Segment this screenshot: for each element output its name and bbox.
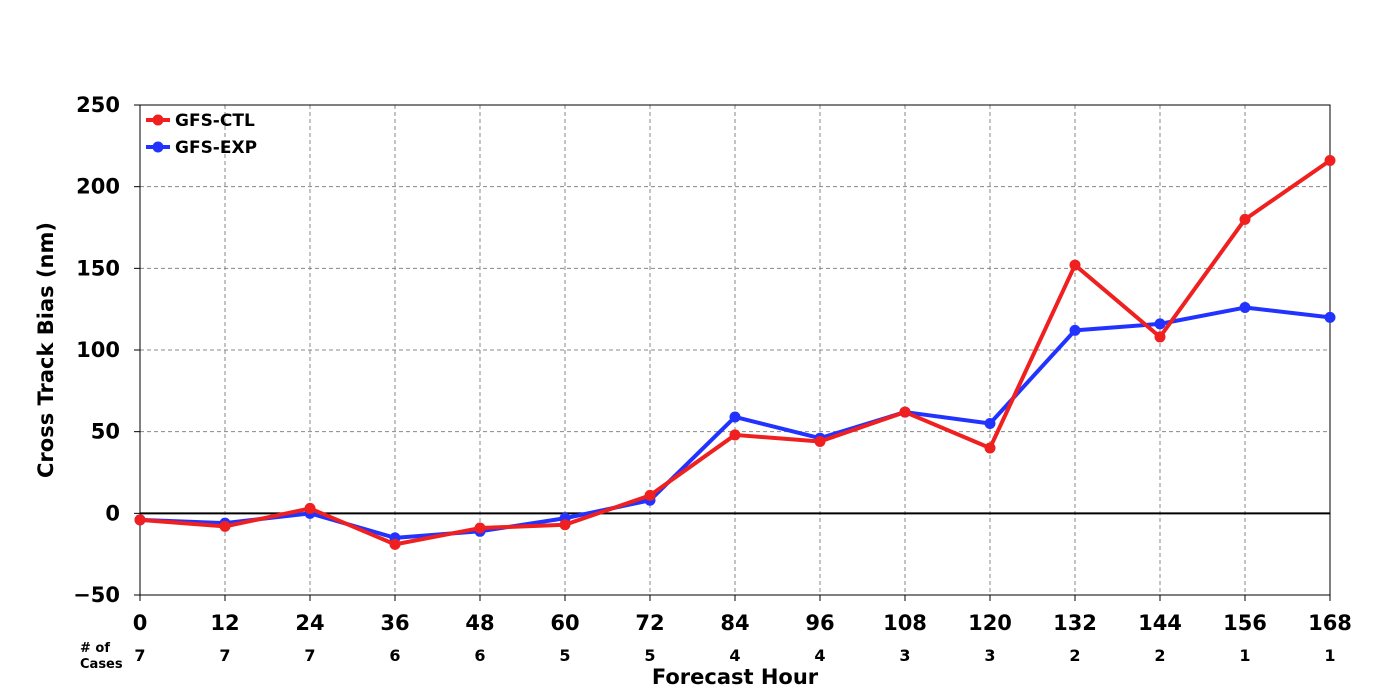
point-gfs-ctl-0 xyxy=(134,514,146,526)
point-gfs-ctl-48 xyxy=(474,522,486,534)
point-gfs-ctl-84 xyxy=(729,429,741,441)
point-gfs-exp-84 xyxy=(729,411,741,423)
y-axis-ticks: −50 0 50 100 150 200 250 xyxy=(73,93,140,607)
y-tick-label-2: 50 xyxy=(91,420,120,444)
cases-count-4: 6 xyxy=(474,646,485,665)
point-gfs-exp-156 xyxy=(1239,302,1251,314)
cases-count-10: 3 xyxy=(984,646,995,665)
legend-label-gfs-exp: GFS-EXP xyxy=(175,138,257,158)
cases-count-0: 7 xyxy=(134,646,145,665)
x-tick-label-6: 72 xyxy=(635,611,664,635)
legend-marker-gfs-exp xyxy=(152,141,164,153)
cases-count-11: 2 xyxy=(1069,646,1080,665)
cases-count-8: 4 xyxy=(814,646,825,665)
cases-count-14: 1 xyxy=(1324,646,1335,665)
point-gfs-ctl-108 xyxy=(899,406,911,418)
x-tick-label-5: 60 xyxy=(550,611,579,635)
x-tick-label-12: 144 xyxy=(1138,611,1182,635)
point-gfs-ctl-36 xyxy=(389,538,401,550)
y-tick-label-3: 100 xyxy=(76,338,120,362)
cases-count-13: 1 xyxy=(1239,646,1250,665)
x-axis-ticks: 0 12 24 36 48 60 72 84 96 108 120 132 144 156 168 xyxy=(133,595,1352,635)
point-gfs-ctl-168 xyxy=(1324,155,1336,167)
point-gfs-ctl-120 xyxy=(984,442,996,454)
cases-row: 7 7 7 6 6 5 5 4 4 3 3 2 2 1 1 xyxy=(134,646,1335,665)
x-tick-label-0: 0 xyxy=(133,611,148,635)
point-gfs-ctl-144 xyxy=(1154,331,1166,343)
point-gfs-ctl-72 xyxy=(644,489,656,501)
y-tick-label-0: −50 xyxy=(73,583,120,607)
x-tick-label-14: 168 xyxy=(1308,611,1352,635)
legend: GFS-CTL GFS-EXP xyxy=(146,111,257,158)
point-gfs-ctl-24 xyxy=(304,502,316,514)
x-tick-label-8: 96 xyxy=(805,611,834,635)
cases-title-line1: # of xyxy=(80,641,110,656)
cases-count-9: 3 xyxy=(899,646,910,665)
point-gfs-exp-144 xyxy=(1154,318,1166,330)
grid-layer xyxy=(140,105,1330,595)
y-axis-title: Cross Track Bias (nm) xyxy=(34,222,58,478)
cases-count-12: 2 xyxy=(1154,646,1165,665)
cases-count-3: 6 xyxy=(389,646,400,665)
x-tick-label-11: 132 xyxy=(1053,611,1097,635)
cases-count-5: 5 xyxy=(559,646,570,665)
series-layer xyxy=(134,155,1336,550)
x-tick-label-10: 120 xyxy=(968,611,1012,635)
cases-count-7: 4 xyxy=(729,646,740,665)
legend-label-gfs-ctl: GFS-CTL xyxy=(175,111,255,131)
y-tick-label-4: 150 xyxy=(76,256,120,280)
cases-count-6: 5 xyxy=(644,646,655,665)
x-tick-label-13: 156 xyxy=(1223,611,1267,635)
x-axis-title: Forecast Hour xyxy=(652,665,819,689)
point-gfs-exp-132 xyxy=(1069,324,1081,336)
cases-title-line2: Cases xyxy=(80,657,123,672)
point-gfs-ctl-60 xyxy=(559,519,571,531)
cases-count-2: 7 xyxy=(304,646,315,665)
x-tick-label-1: 12 xyxy=(210,611,239,635)
point-gfs-exp-168 xyxy=(1324,311,1336,323)
x-tick-label-2: 24 xyxy=(295,611,324,635)
x-tick-label-9: 108 xyxy=(883,611,927,635)
y-tick-label-5: 200 xyxy=(76,175,120,199)
x-tick-label-3: 36 xyxy=(380,611,409,635)
point-gfs-ctl-156 xyxy=(1239,213,1251,225)
point-gfs-ctl-96 xyxy=(814,435,826,447)
x-tick-label-7: 84 xyxy=(720,611,749,635)
point-gfs-ctl-12 xyxy=(219,520,231,532)
y-tick-label-6: 250 xyxy=(76,93,120,117)
x-tick-label-4: 48 xyxy=(465,611,494,635)
cases-count-1: 7 xyxy=(219,646,230,665)
point-gfs-exp-120 xyxy=(984,418,996,429)
y-tick-label-1: 0 xyxy=(105,501,120,525)
point-gfs-ctl-132 xyxy=(1069,259,1081,271)
legend-marker-gfs-ctl xyxy=(152,114,164,126)
